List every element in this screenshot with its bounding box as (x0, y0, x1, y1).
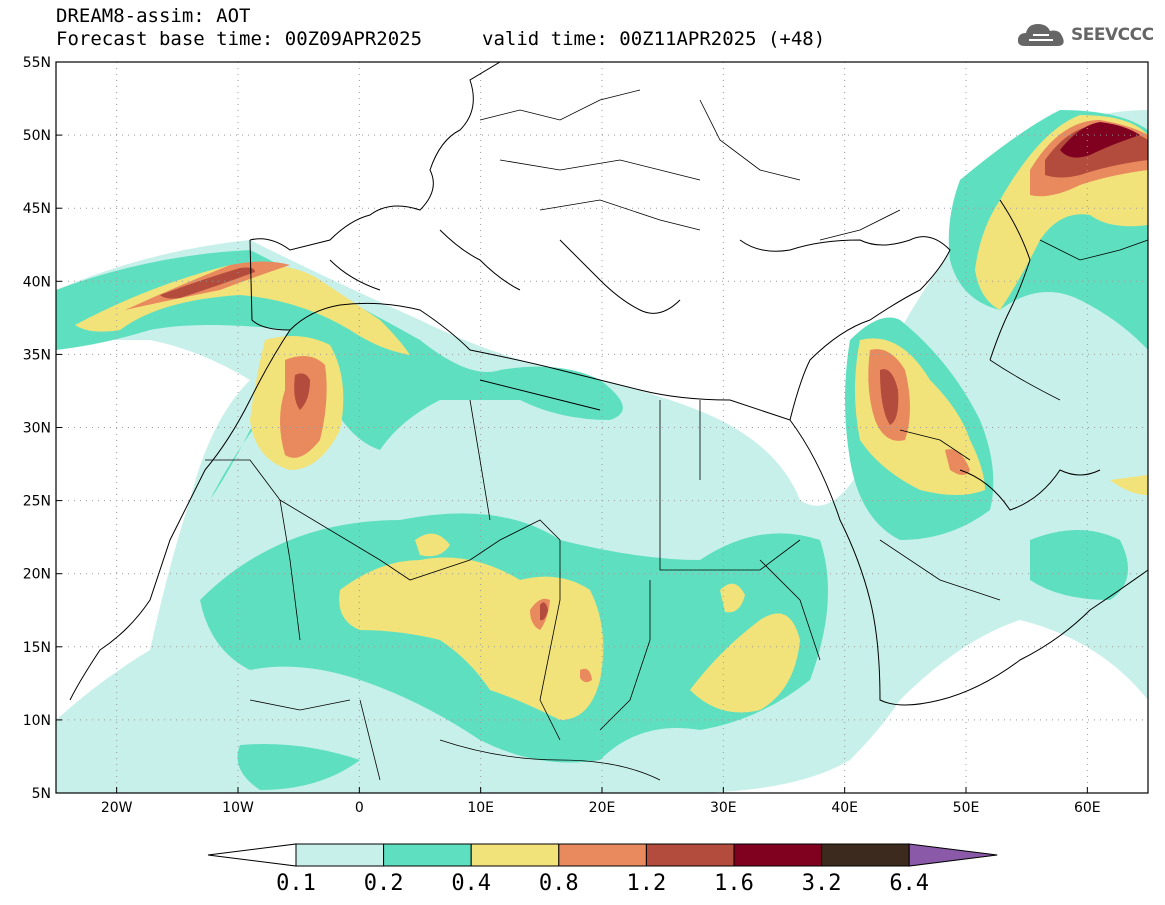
colorbar-level-label: 0.2 (364, 871, 404, 896)
lat-label: 55N (23, 55, 51, 71)
colorbar-level-label: 0.8 (539, 871, 579, 896)
lat-label: 30N (23, 421, 51, 437)
coastlines (69, 62, 1148, 706)
colorbar-level-label: 1.2 (627, 871, 667, 896)
colorbar-level-label: 3.2 (802, 871, 842, 896)
colorbar-over-arrow (908, 843, 998, 867)
colorbar-level-label: 6.4 (889, 871, 929, 896)
colorbar-labels: 0.1 0.2 0.4 0.8 1.2 1.6 3.2 6.4 (276, 871, 929, 896)
lon-label: 10W (222, 800, 254, 816)
colorbar-boxes (207, 843, 998, 867)
aot-shading (56, 110, 1148, 793)
cloud-icon (1017, 24, 1064, 46)
latitude-labels: 55N 50N 45N 40N 35N 30N 25N 20N 15N 10N 5N (23, 55, 51, 802)
lon-label: 20E (589, 800, 616, 816)
lat-label: 5N (32, 786, 51, 802)
seevccc-logo: SEEVCCC (1015, 20, 1154, 50)
country-borders (205, 89, 1148, 781)
lat-label: 40N (23, 274, 51, 290)
lat-label: 15N (23, 640, 51, 656)
lon-label: 0 (355, 800, 364, 816)
lon-label: 20W (101, 800, 133, 816)
valid-time: valid time: 00Z11APR2025 (+48) (482, 28, 826, 50)
colorbar-level-label: 0.4 (451, 871, 491, 896)
lon-label: 10E (467, 800, 494, 816)
colorbar-box (645, 843, 735, 867)
logo-text: SEEVCCC (1071, 25, 1154, 45)
colorbar-box (470, 843, 560, 867)
lat-label: 35N (23, 347, 51, 363)
colorbar-box (821, 843, 910, 867)
longitude-labels: 20W 10W 0 10E 20E 30E 40E 50E 60E (101, 800, 1101, 816)
lat-label: 20N (23, 567, 51, 583)
lat-label: 50N (23, 128, 51, 144)
colorbar-level-label: 1.6 (714, 871, 754, 896)
colorbar-under-arrow (207, 843, 297, 867)
map-title: DREAM8-assim: AOT (56, 5, 251, 27)
colorbar-level-label: 0.1 (276, 871, 316, 896)
lon-label: 60E (1074, 800, 1101, 816)
axis-ticks (56, 61, 1088, 794)
lat-label: 10N (23, 713, 51, 729)
lon-label: 40E (831, 800, 858, 816)
lat-label: 45N (23, 201, 51, 217)
lon-label: 50E (953, 800, 980, 816)
aot-level-1.6 (1060, 122, 1140, 158)
colorbar-box (383, 843, 472, 867)
forecast-base-time: Forecast base time: 00Z09APR2025 (56, 28, 423, 50)
lat-label: 25N (23, 494, 51, 510)
colorbar-box (558, 843, 647, 867)
colorbar-box (295, 843, 385, 867)
lon-label: 30E (710, 800, 737, 816)
colorbar-box (733, 843, 823, 867)
